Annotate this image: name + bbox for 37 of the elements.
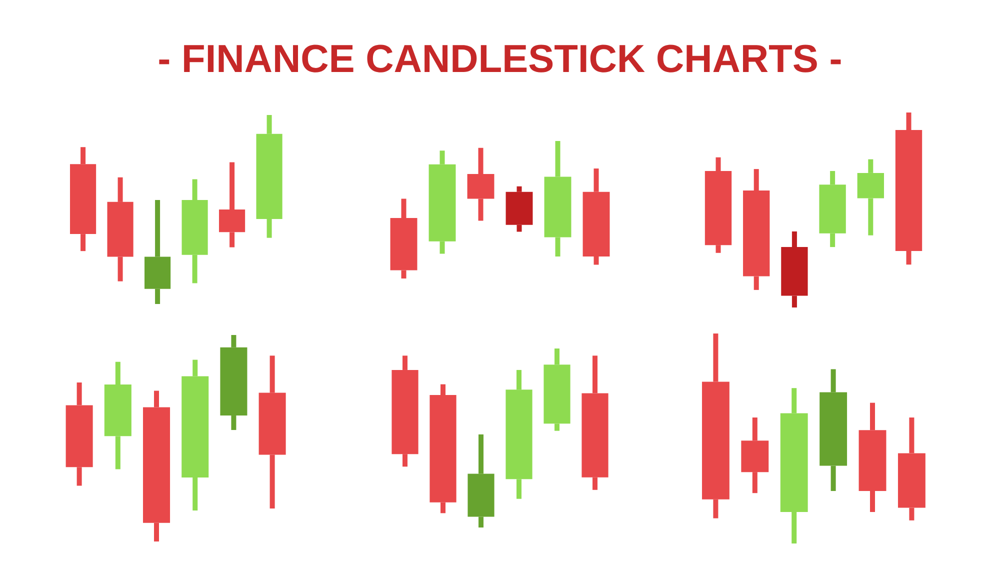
candlestick	[743, 169, 770, 290]
candlestick	[258, 356, 286, 508]
candlestick	[544, 348, 570, 431]
candlestick	[781, 231, 808, 308]
candlestick	[468, 434, 494, 528]
candlestick	[107, 177, 134, 282]
candlestick	[104, 362, 132, 470]
candlestick	[820, 369, 848, 491]
candlestick	[182, 360, 209, 511]
candlestick	[582, 356, 608, 490]
candlestick	[895, 112, 922, 265]
candlestick	[219, 162, 246, 248]
candlestick	[392, 356, 418, 467]
candlestick	[582, 168, 610, 265]
candlestick	[220, 334, 248, 430]
candlestick	[702, 333, 730, 518]
candlestick	[741, 417, 769, 494]
candlestick	[142, 390, 170, 542]
candlestick	[819, 170, 846, 248]
candlestick	[704, 157, 732, 253]
candlestick	[182, 179, 208, 284]
candlestick	[390, 198, 418, 278]
candlestick	[858, 402, 886, 512]
candlestick	[544, 140, 572, 256]
candlestick	[506, 186, 533, 232]
candlestick	[898, 417, 926, 520]
candlestick	[66, 382, 93, 486]
candlestick	[70, 147, 96, 252]
text: - FINANCE CANDLESTICK CHARTS -	[159, 44, 841, 72]
candlestick	[780, 388, 808, 544]
candlestick	[256, 114, 282, 238]
candlestick	[428, 150, 456, 254]
candlestick	[430, 384, 456, 514]
candlestick	[467, 148, 494, 221]
candlestick	[506, 370, 532, 499]
candlestick	[144, 200, 171, 304]
candlestick	[857, 159, 884, 236]
